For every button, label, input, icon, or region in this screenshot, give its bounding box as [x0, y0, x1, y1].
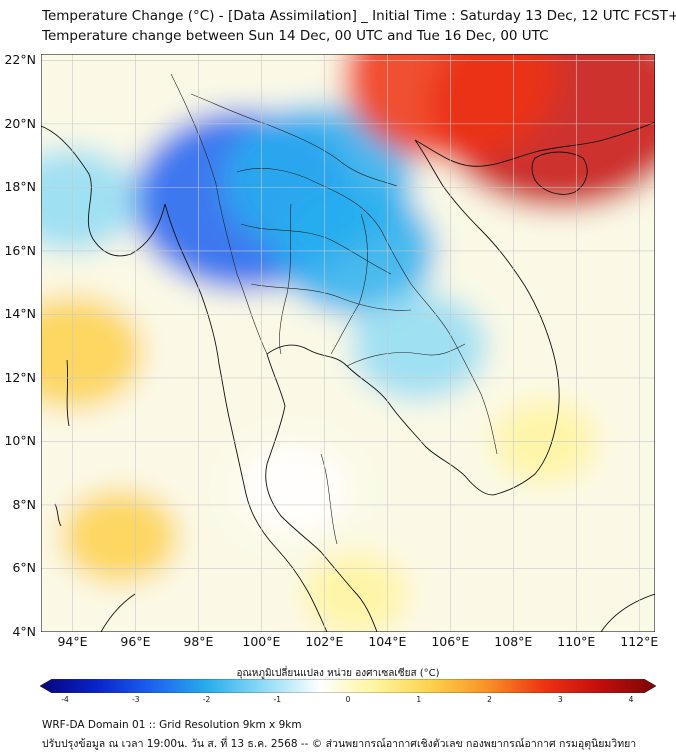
malaysia-border	[320, 453, 338, 545]
anomaly-warm-malaya	[302, 551, 409, 632]
lon-tick-label: 102°E	[305, 634, 344, 649]
myanmar-coastline	[41, 125, 166, 257]
sumatra-coastline	[100, 593, 136, 632]
borneo-coastline	[600, 593, 655, 632]
lat-tick-label: 4°N	[12, 624, 36, 639]
lat-tick-label: 22°N	[4, 52, 36, 68]
anomaly-cold-cambodia	[350, 291, 487, 401]
colorbar-tick-label: 3	[557, 695, 563, 704]
lat-tick-label: 8°N	[12, 496, 36, 512]
lon-tick-label: 100°E	[242, 634, 281, 649]
colorbar-tick-label: -1	[273, 695, 281, 704]
lon-tick-label: 106°E	[431, 634, 470, 649]
hainan-island	[531, 151, 588, 195]
colorbar-tick-label: 2	[487, 695, 492, 704]
lat-tick-label: 14°N	[4, 306, 36, 322]
gulf-east-coastline	[266, 344, 498, 496]
anomaly-warm-andaman	[41, 295, 144, 410]
myanmar-thailand-border	[170, 73, 268, 355]
temperature-change-map	[41, 54, 655, 632]
province-lines-1	[330, 213, 368, 355]
lat-tick-label: 20°N	[4, 115, 36, 131]
lon-tick-label: 94°E	[57, 634, 88, 649]
gulf-west-coastline	[265, 353, 378, 632]
chart-title: Temperature Change (°C) - [Data Assimila…	[42, 8, 676, 24]
andaman-coastline	[164, 203, 328, 632]
province-lines-3	[250, 283, 412, 311]
lon-tick-label: 110°E	[557, 634, 596, 649]
anomaly-cold-gulf-thailand	[236, 444, 349, 534]
colorbar-tick-label: -2	[202, 695, 211, 704]
lat-tick-label: 18°N	[4, 179, 36, 195]
china-laos-border	[190, 93, 398, 187]
lon-tick-label: 104°E	[368, 634, 407, 649]
lat-tick-label: 6°N	[12, 560, 36, 576]
anomaly-field	[41, 54, 655, 632]
lon-tick-label: 96°E	[120, 634, 151, 649]
coastlines	[41, 121, 655, 632]
anomaly-cold-myanmar-west	[41, 148, 138, 253]
colorbar-tick-label: 0	[345, 695, 351, 704]
vietnam-coastline	[414, 139, 560, 495]
andaman-islands	[66, 359, 70, 427]
lon-tick-label: 108°E	[494, 634, 533, 649]
colorbar-tick-label: 1	[416, 695, 422, 704]
admin-borders	[170, 73, 498, 545]
colorbar	[40, 679, 656, 693]
update-credit: ปรับปรุงข้อมูล ณ เวลา 19:00น. วัน ส. ที่…	[42, 738, 637, 750]
lat-tick-label: 12°N	[4, 369, 36, 385]
model-info: WRF-DA Domain 01 :: Grid Resolution 9km …	[42, 719, 302, 731]
thailand-cambodia-border	[346, 343, 466, 367]
nicobar-islands	[54, 503, 62, 527]
colorbar-label: อุณหภูมิเปลี่ยนแปลง หน่วย องศาเซลเซียส (…	[236, 668, 440, 679]
anomaly-warm-south-andaman	[60, 489, 179, 584]
province-lines-2	[240, 223, 392, 275]
lat-tick-label: 10°N	[4, 433, 36, 449]
lon-tick-label: 98°E	[183, 634, 214, 649]
colorbar-tick-label: -3	[132, 695, 140, 704]
china-coastline	[414, 121, 655, 167]
laos-cambodia-vietnam-border	[450, 335, 498, 455]
province-lines-4	[279, 203, 292, 355]
colorbar-tick-label: 4	[628, 695, 634, 704]
lat-tick-label: 16°N	[4, 242, 36, 258]
colorbar-bar	[40, 679, 656, 693]
colorbar-tick-label: -4	[61, 695, 69, 704]
lon-tick-label: 112°E	[620, 634, 659, 649]
thailand-laos-border	[236, 168, 452, 337]
chart-subtitle: Temperature change between Sun 14 Dec, 0…	[42, 28, 549, 44]
graticule	[41, 54, 655, 632]
